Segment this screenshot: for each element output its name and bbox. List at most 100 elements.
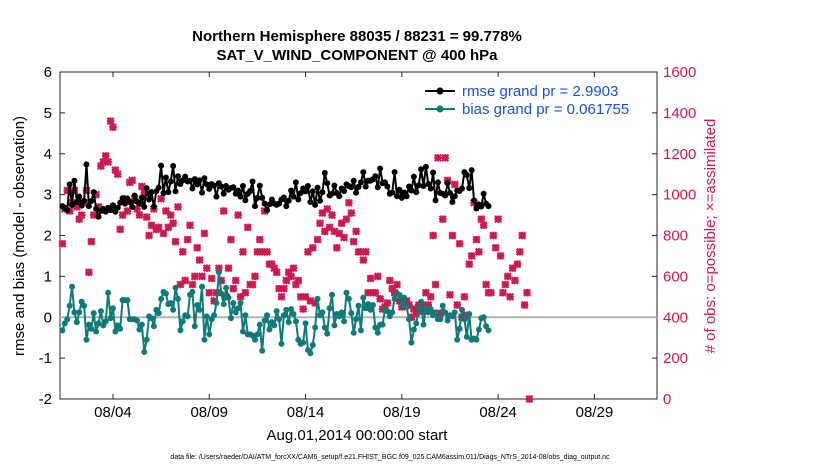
obs-assimilated-marker: [383, 298, 392, 307]
bias-point: [203, 313, 210, 320]
bias-point: [194, 301, 201, 308]
bias-point: [312, 324, 319, 331]
rmse-point: [478, 203, 485, 210]
rmse-point: [264, 207, 271, 214]
bias-point: [307, 350, 314, 357]
obs-assimilated-marker: [123, 206, 132, 215]
bias-point: [134, 317, 141, 324]
bias-point: [418, 298, 425, 305]
bias-point: [83, 336, 90, 343]
bias-point: [117, 325, 124, 332]
x-tick-label: 08/24: [479, 404, 517, 421]
bias-point: [355, 302, 362, 309]
rmse-point: [220, 190, 227, 197]
bias-point: [420, 321, 427, 328]
bias-point: [189, 288, 196, 295]
legend: rmse grand pr = 2.9903 bias grand pr = 0…: [425, 83, 629, 118]
obs-assimilated-marker: [238, 247, 247, 256]
obs-assimilated-marker: [142, 213, 151, 222]
obs-assimilated-marker: [356, 247, 365, 256]
rmse-point: [384, 183, 391, 190]
y-tick-label: 0: [44, 309, 52, 326]
bias-point: [261, 317, 268, 324]
obs-assimilated-marker: [92, 190, 101, 199]
obs-assimilated-marker: [342, 215, 351, 224]
obs-assimilated-marker: [424, 301, 433, 309]
obs-assimilated-marker: [448, 231, 457, 240]
rmse-point: [249, 178, 256, 185]
rmse-point: [432, 197, 439, 204]
obs-assimilated-marker: [70, 186, 79, 195]
rmse-point: [158, 162, 165, 169]
obs-assimilated-marker: [193, 243, 202, 252]
bias-point: [454, 336, 461, 343]
bias-point: [102, 318, 109, 325]
rmse-point: [389, 189, 396, 196]
rmse-point: [451, 193, 458, 200]
obs-assimilated-marker: [510, 276, 519, 285]
bias-point: [365, 301, 372, 308]
rmse-point: [71, 177, 78, 184]
rmse-point: [126, 198, 133, 205]
bias-point: [369, 301, 376, 308]
x-tick-label: 08/19: [383, 404, 421, 421]
bias-point: [184, 313, 191, 320]
obs-assimilated-marker: [294, 276, 303, 285]
bias-point: [324, 330, 331, 337]
obs-assimilated-marker: [313, 235, 322, 244]
bias-point: [345, 295, 352, 302]
obs-assimilated-marker: [253, 247, 262, 256]
rmse-point: [174, 173, 181, 180]
rmse-point: [341, 187, 348, 194]
rmse-point: [160, 189, 167, 196]
rmse-point: [372, 173, 379, 180]
bias-point: [276, 316, 283, 323]
obs-assimilated-marker: [426, 292, 435, 301]
rmse-point: [415, 182, 422, 189]
bias-point: [138, 321, 145, 328]
bias-point: [211, 312, 218, 319]
obs-assimilated-marker: [219, 206, 228, 215]
obs-assimilated-marker: [186, 221, 194, 230]
rmse-point: [309, 188, 316, 195]
bias-point: [239, 328, 246, 335]
obs-assimilated-marker: [412, 309, 421, 318]
bias-point: [162, 290, 169, 297]
bias-point: [88, 325, 95, 332]
bias-point: [374, 329, 381, 336]
y-tick-label: 3: [44, 187, 52, 204]
obs-assimilated-marker: [258, 247, 267, 256]
rmse-point: [471, 197, 478, 204]
obs-assimilated-marker: [63, 186, 72, 195]
obs-assimilated-marker: [515, 247, 524, 256]
obs-assimilated-marker: [217, 276, 226, 285]
bias-point: [259, 347, 266, 354]
bias-point: [338, 309, 345, 316]
bias-point: [432, 309, 439, 316]
obs-assimilated-marker: [178, 247, 187, 256]
obs-assimilated-marker: [477, 215, 486, 224]
y2-tick-label: 1600: [663, 64, 696, 81]
obs-assimilated-marker: [251, 272, 259, 281]
bias-point: [300, 339, 307, 346]
rmse-point: [410, 173, 417, 180]
rmse-point: [117, 199, 124, 206]
obs-assimilated-marker: [214, 264, 223, 273]
obs-assimilated-marker: [407, 313, 416, 322]
obs-assimilated-marker: [306, 296, 315, 305]
rmse-point: [362, 183, 369, 190]
obs-assimilated-marker: [82, 186, 91, 195]
obs-assimilated-marker: [496, 251, 505, 260]
bias-point: [251, 336, 258, 343]
obs-assimilated-marker: [255, 235, 264, 244]
y-tick-label: 5: [44, 105, 52, 122]
y-tick-label: 1: [44, 268, 52, 285]
rmse-point: [203, 181, 210, 188]
y2-tick-label: 400: [663, 309, 688, 326]
bias-point: [439, 302, 446, 309]
obs-assimilated-marker: [231, 276, 240, 285]
bias-point: [357, 327, 364, 334]
rmse-point: [256, 182, 263, 189]
bias-point: [73, 319, 80, 326]
rmse-point: [261, 200, 268, 207]
